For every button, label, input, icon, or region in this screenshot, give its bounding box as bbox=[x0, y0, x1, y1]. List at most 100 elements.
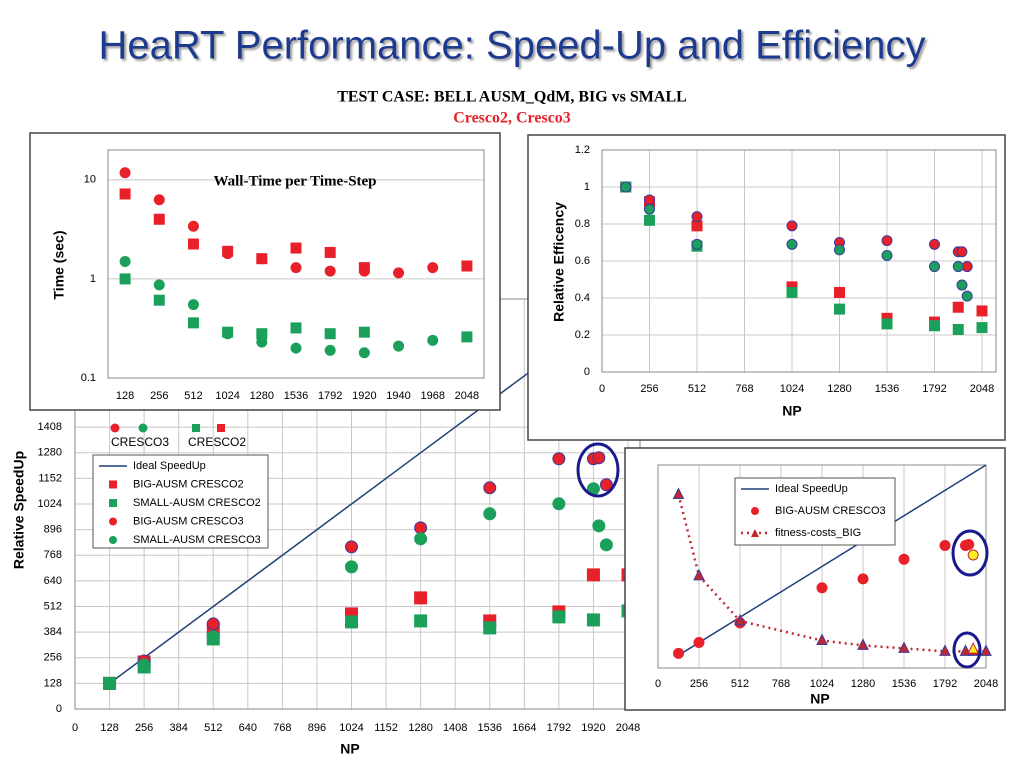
x-axis-label: NP bbox=[810, 691, 829, 707]
data-point bbox=[644, 214, 655, 226]
data-point bbox=[427, 262, 439, 274]
x-tick-label: 1940 bbox=[386, 390, 410, 402]
legend-marker bbox=[109, 517, 117, 526]
x-tick-label: 2048 bbox=[455, 390, 479, 402]
data-point bbox=[345, 615, 358, 629]
data-point bbox=[929, 320, 940, 332]
data-point bbox=[414, 614, 428, 628]
data-point bbox=[414, 532, 428, 546]
data-point bbox=[324, 265, 336, 277]
data-point bbox=[137, 658, 151, 672]
inset-box bbox=[527, 134, 1006, 441]
x-tick-label: 512 bbox=[731, 678, 749, 690]
data-point bbox=[119, 167, 131, 179]
data-point bbox=[898, 641, 910, 653]
data-point bbox=[786, 286, 798, 298]
x-tick-label: 2048 bbox=[970, 383, 994, 395]
y-tick-label: 1.2 bbox=[575, 144, 590, 156]
series-line bbox=[677, 494, 986, 653]
legend-label: Ideal SpeedUp bbox=[133, 460, 206, 472]
data-point bbox=[153, 213, 165, 225]
legend-label: SMALL-AUSM CRESCO3 bbox=[133, 534, 261, 546]
subtitle: TEST CASE: BELL AUSM_QdM, BIG vs SMALL bbox=[337, 89, 687, 106]
x-tick-label: 256 bbox=[640, 383, 658, 395]
y-tick-label: 384 bbox=[44, 626, 62, 638]
data-point bbox=[483, 621, 497, 635]
data-point bbox=[952, 261, 964, 273]
x-tick-label: 128 bbox=[100, 722, 118, 734]
data-point bbox=[939, 644, 951, 656]
x-tick-label: 1280 bbox=[827, 383, 851, 395]
data-point bbox=[976, 322, 988, 334]
y-tick-label: 0.8 bbox=[575, 218, 590, 230]
data-point bbox=[599, 538, 613, 552]
x-tick-label: 1536 bbox=[892, 678, 916, 690]
x-tick-label: 1968 bbox=[420, 390, 444, 402]
x-tick-label: 1792 bbox=[547, 722, 571, 734]
x-tick-label: 1792 bbox=[933, 678, 957, 690]
data-point bbox=[881, 318, 893, 330]
x-tick-label: 512 bbox=[204, 722, 222, 734]
data-point bbox=[961, 290, 973, 302]
x-tick-label: 1152 bbox=[374, 722, 398, 734]
x-tick-label: 0 bbox=[72, 722, 78, 734]
data-point bbox=[952, 323, 964, 335]
data-point bbox=[290, 322, 302, 334]
data-point bbox=[956, 246, 968, 258]
y-tick-label: 1280 bbox=[38, 447, 62, 459]
data-point bbox=[393, 340, 405, 352]
x-tick-label: 0 bbox=[599, 383, 605, 395]
data-point bbox=[816, 582, 828, 594]
x-tick-label: 128 bbox=[116, 390, 134, 402]
data-point bbox=[673, 647, 684, 659]
x-tick-label: 1536 bbox=[284, 390, 308, 402]
x-tick-label: 256 bbox=[690, 678, 708, 690]
y-tick-label: 256 bbox=[44, 652, 62, 664]
y-tick-label: 10 bbox=[84, 174, 96, 186]
data-point bbox=[939, 539, 951, 551]
x-tick-label: 1536 bbox=[478, 722, 502, 734]
series-line bbox=[678, 464, 987, 656]
data-point bbox=[586, 613, 600, 627]
x-tick-label: 1280 bbox=[408, 722, 432, 734]
y-tick-label: 1 bbox=[584, 181, 590, 193]
legend-label: BIG-AUSM CRESCO3 bbox=[133, 515, 244, 527]
x-tick-label: 1792 bbox=[318, 390, 342, 402]
x-tick-label: 1024 bbox=[780, 383, 804, 395]
y-axis-label: Time (sec) bbox=[51, 231, 67, 300]
data-point bbox=[187, 299, 199, 311]
y-tick-label: 0 bbox=[584, 366, 590, 378]
data-point bbox=[963, 538, 975, 550]
data-point bbox=[693, 568, 705, 581]
group-marker bbox=[192, 424, 200, 432]
y-tick-label: 768 bbox=[44, 549, 62, 561]
data-point bbox=[461, 331, 473, 343]
plot-frame bbox=[657, 464, 987, 669]
y-tick-label: 0.1 bbox=[81, 372, 96, 384]
x-tick-label: 1024 bbox=[215, 390, 239, 402]
data-point bbox=[586, 568, 600, 582]
data-point bbox=[187, 317, 199, 329]
data-point bbox=[358, 262, 370, 274]
data-point bbox=[691, 220, 703, 232]
x-tick-label: 384 bbox=[170, 722, 188, 734]
data-point bbox=[153, 279, 165, 291]
x-tick-label: 0 bbox=[655, 678, 661, 690]
x-tick-label: 1920 bbox=[352, 390, 376, 402]
x-tick-label: 512 bbox=[688, 383, 706, 395]
data-point bbox=[461, 260, 473, 272]
data-point bbox=[552, 610, 566, 624]
group-marker bbox=[217, 424, 225, 432]
data-point bbox=[881, 249, 893, 261]
x-tick-label: 256 bbox=[150, 390, 168, 402]
data-point bbox=[206, 630, 220, 644]
data-point bbox=[256, 253, 268, 265]
data-point bbox=[816, 633, 828, 646]
data-point bbox=[187, 220, 199, 232]
x-tick-label: 768 bbox=[772, 678, 790, 690]
data-point bbox=[599, 478, 613, 492]
legend-marker bbox=[751, 529, 759, 537]
y-tick-label: 1 bbox=[90, 273, 96, 285]
y-tick-label: 512 bbox=[44, 600, 62, 612]
